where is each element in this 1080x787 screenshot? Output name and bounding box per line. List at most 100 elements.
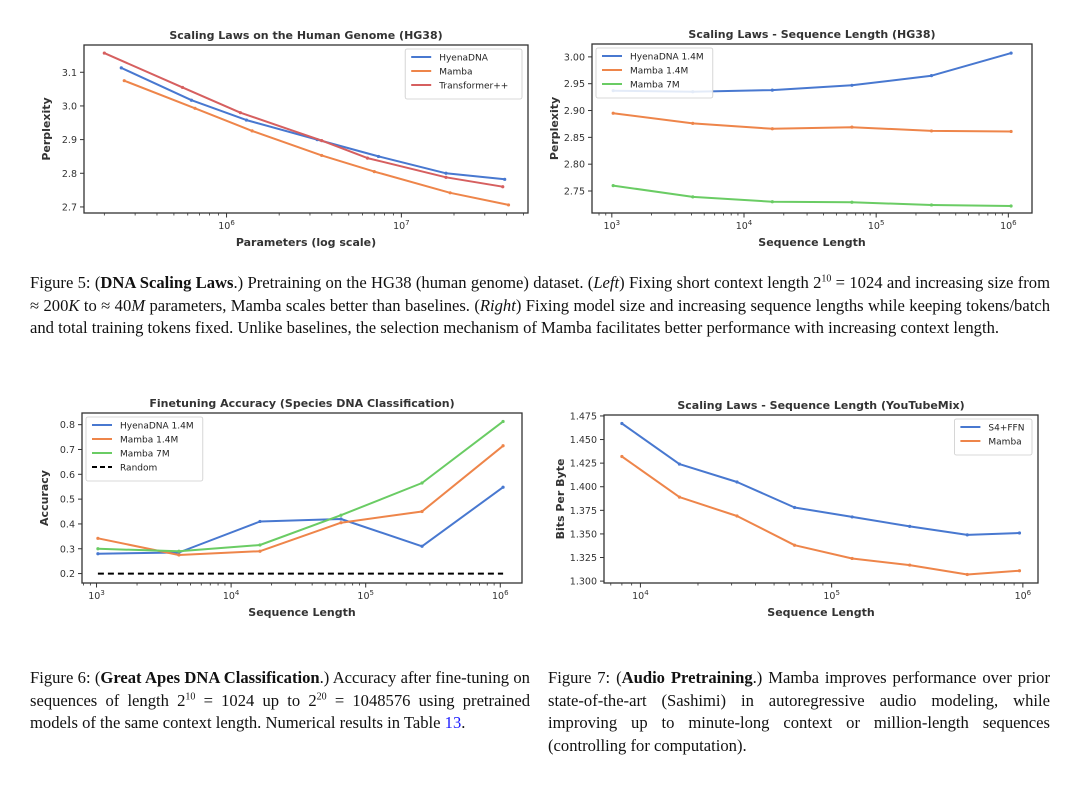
x-tick-label: 106 (218, 219, 235, 232)
legend-label: HyenaDNA 1.4M (120, 422, 194, 432)
chart-1: Scaling Laws on the Human Genome (HG38) 2… (40, 29, 529, 249)
x-tick-base: 10 (1000, 221, 1012, 232)
series-line-mamba-1-4m (97, 445, 504, 556)
data-point (420, 544, 424, 548)
x-tick-base: 10 (868, 221, 880, 232)
data-point (96, 547, 100, 551)
data-point (250, 129, 254, 133)
data-point (677, 462, 682, 466)
x-tick-exponent: 4 (644, 589, 649, 597)
series-line-s4-ffn (621, 422, 1020, 536)
data-point (501, 485, 505, 489)
chart-title: Scaling Laws - Sequence Length (HG38) (688, 28, 935, 41)
chart-title: Scaling Laws - Sequence Length (YouTubeM… (677, 399, 964, 412)
x-tick-base: 10 (88, 591, 100, 602)
x-tick-base: 10 (218, 221, 230, 232)
caption-text: .) Mamba improves performance over prior… (548, 668, 1050, 755)
chart-3: Finetuning Accuracy (Species DNA Classif… (38, 397, 523, 619)
x-tick-label: 105 (823, 589, 840, 602)
data-point (420, 509, 424, 514)
y-tick-label: 2.90 (564, 106, 585, 117)
data-point (611, 111, 615, 115)
data-point (365, 156, 370, 160)
caption-text: = 1024 up to 2 (195, 690, 317, 710)
x-tick-exponent: 7 (405, 219, 409, 227)
data-point (929, 129, 934, 133)
caption-text: = 1024 and increasing size from ≈ 200 (30, 273, 1050, 315)
data-point (320, 153, 324, 158)
x-tick-label: 104 (736, 219, 753, 232)
x-tick-base: 10 (393, 221, 405, 232)
data-point (1009, 129, 1013, 134)
data-point (501, 419, 505, 424)
data-point (908, 524, 912, 528)
y-tick-label: 0.4 (60, 519, 75, 530)
x-tick-label: 104 (632, 589, 649, 602)
data-point (677, 495, 682, 499)
data-point (376, 154, 381, 159)
data-point (850, 556, 854, 561)
legend-label: Mamba 7M (120, 450, 170, 460)
data-point (448, 191, 452, 195)
data-point (908, 563, 912, 567)
y-tick-label: 0.6 (60, 470, 75, 481)
data-point (177, 553, 181, 557)
data-point (96, 536, 100, 540)
data-point (244, 118, 249, 122)
x-tick-base: 10 (1015, 591, 1027, 602)
x-tick-exponent: 3 (616, 219, 620, 227)
x-tick-label: 105 (868, 219, 885, 232)
x-tick-label: 105 (357, 589, 374, 602)
data-point (620, 421, 624, 426)
data-point (792, 505, 797, 510)
caption-superscript: 10 (821, 273, 832, 285)
chart-title: Finetuning Accuracy (Species DNA Classif… (149, 397, 454, 410)
series-line-mamba-1-4m (613, 112, 1012, 133)
x-tick-label: 107 (393, 219, 410, 232)
legend-box (595, 47, 714, 99)
x-axis-label: Sequence Length (248, 606, 355, 619)
x-tick-base: 10 (492, 591, 504, 602)
y-tick-label: 3.0 (62, 101, 77, 112)
caption-italic: Left (593, 273, 620, 292)
caption-title: Great Apes DNA Classification (100, 668, 320, 687)
data-point (792, 543, 797, 547)
y-tick-label: 2.8 (62, 169, 77, 180)
y-tick-label: 1.475 (570, 411, 597, 422)
caption-text: to ≈ 40 (79, 295, 132, 315)
caption-italic: M (131, 295, 146, 315)
legend-label: Mamba 1.4M (120, 436, 178, 446)
data-point (691, 121, 695, 126)
y-tick-label: 2.80 (564, 160, 585, 171)
data-point (180, 85, 185, 90)
x-axis-label: Sequence Length (767, 606, 874, 619)
data-point (258, 519, 262, 524)
data-point (929, 74, 934, 78)
caption-text: parameters, Mamba scales better than bas… (145, 295, 480, 315)
y-tick-label: 3.1 (62, 68, 77, 79)
caption-italic: K (68, 295, 80, 315)
data-point (119, 66, 123, 70)
caption-text: .) Pretraining on the HG38 (human genome… (233, 273, 594, 292)
x-tick-base: 10 (357, 591, 369, 602)
data-point (339, 521, 343, 525)
chart-4: Scaling Laws - Sequence Length (YouTubeM… (554, 399, 1039, 619)
table-13-link[interactable]: 13 (444, 713, 462, 732)
x-tick-label: 106 (492, 589, 509, 602)
legend-box (85, 416, 204, 482)
y-tick-label: 0.8 (60, 420, 75, 431)
data-point (444, 175, 448, 179)
data-point (372, 169, 376, 174)
caption-superscript: 10 (185, 690, 196, 702)
data-point (770, 88, 774, 92)
legend: S4+FFN Mamba (954, 418, 1033, 456)
x-tick-exponent: 5 (835, 589, 839, 597)
data-point (691, 195, 695, 199)
y-tick-label: 2.9 (62, 135, 77, 146)
legend: HyenaDNA 1.4M Mamba 1.4M Mamba 7M (595, 47, 714, 99)
series-line-mamba-7m (97, 420, 504, 553)
data-point (1017, 531, 1022, 535)
y-tick-label: 2.7 (62, 202, 77, 213)
data-point (770, 200, 774, 204)
x-tick-exponent: 4 (235, 589, 240, 597)
